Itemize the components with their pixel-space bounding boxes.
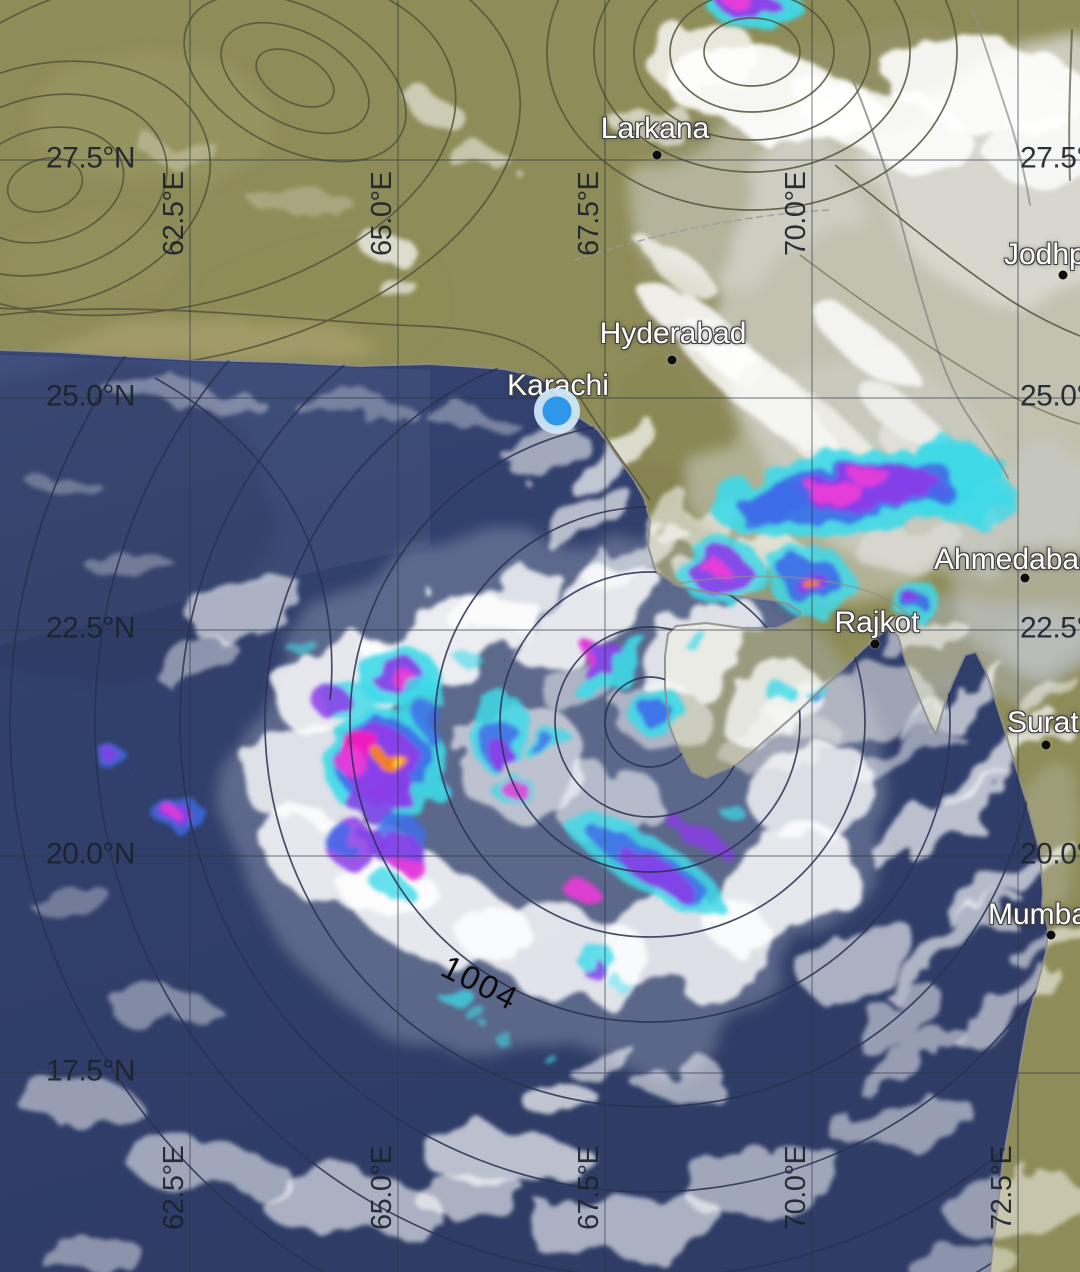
latitude-label: 27.5°N <box>46 141 136 175</box>
longitude-label: 65.0°E <box>366 1145 398 1230</box>
longitude-label: 70.0°E <box>780 171 812 256</box>
latitude-label: 17.5°N <box>46 1054 136 1088</box>
longitude-label: 62.5°E <box>158 171 190 256</box>
isobar-land-layer <box>0 0 1080 501</box>
city-label-hyderabad: Hyderabad <box>599 317 747 350</box>
location-marker[interactable] <box>534 388 580 434</box>
city-dot-hyderabad <box>667 355 677 365</box>
latitude-label: 25.0°N <box>1020 379 1080 413</box>
latitude-label: 22.5°N <box>1020 611 1080 645</box>
latitude-label: 20.0°N <box>46 837 136 871</box>
latitude-label: 22.5°N <box>46 611 136 645</box>
longitude-label: 70.0°E <box>780 1145 812 1230</box>
city-label-rajkot: Rajkot <box>834 606 920 639</box>
city-label-mumbai: Mumbai <box>988 898 1080 931</box>
longitude-label: 72.5°E <box>986 1145 1018 1230</box>
radar-layer <box>96 0 1013 1062</box>
city-dot-mumbai <box>1046 930 1056 940</box>
city-label-jodhpur: Jodhpur <box>1004 238 1080 271</box>
city-label-ahmedabad: Ahmedabad <box>934 543 1080 576</box>
city-dot-larkana <box>652 150 662 160</box>
city-dot-surat <box>1041 740 1051 750</box>
city-label-surat: Surat <box>1007 706 1079 739</box>
longitude-label: 67.5°E <box>573 1145 605 1230</box>
latitude-label: 20.0°N <box>1020 837 1080 871</box>
city-dot-ahmedabad <box>1020 573 1030 583</box>
city-dot-jodhpur <box>1058 270 1068 280</box>
city-label-larkana: Larkana <box>600 112 710 145</box>
latitude-label: 27.5°N <box>1020 141 1080 175</box>
longitude-label: 65.0°E <box>366 171 398 256</box>
latitude-label: 25.0°N <box>46 379 136 413</box>
longitude-label: 67.5°E <box>573 171 605 256</box>
city-dot-rajkot <box>870 639 880 649</box>
longitude-label: 62.5°E <box>158 1145 190 1230</box>
